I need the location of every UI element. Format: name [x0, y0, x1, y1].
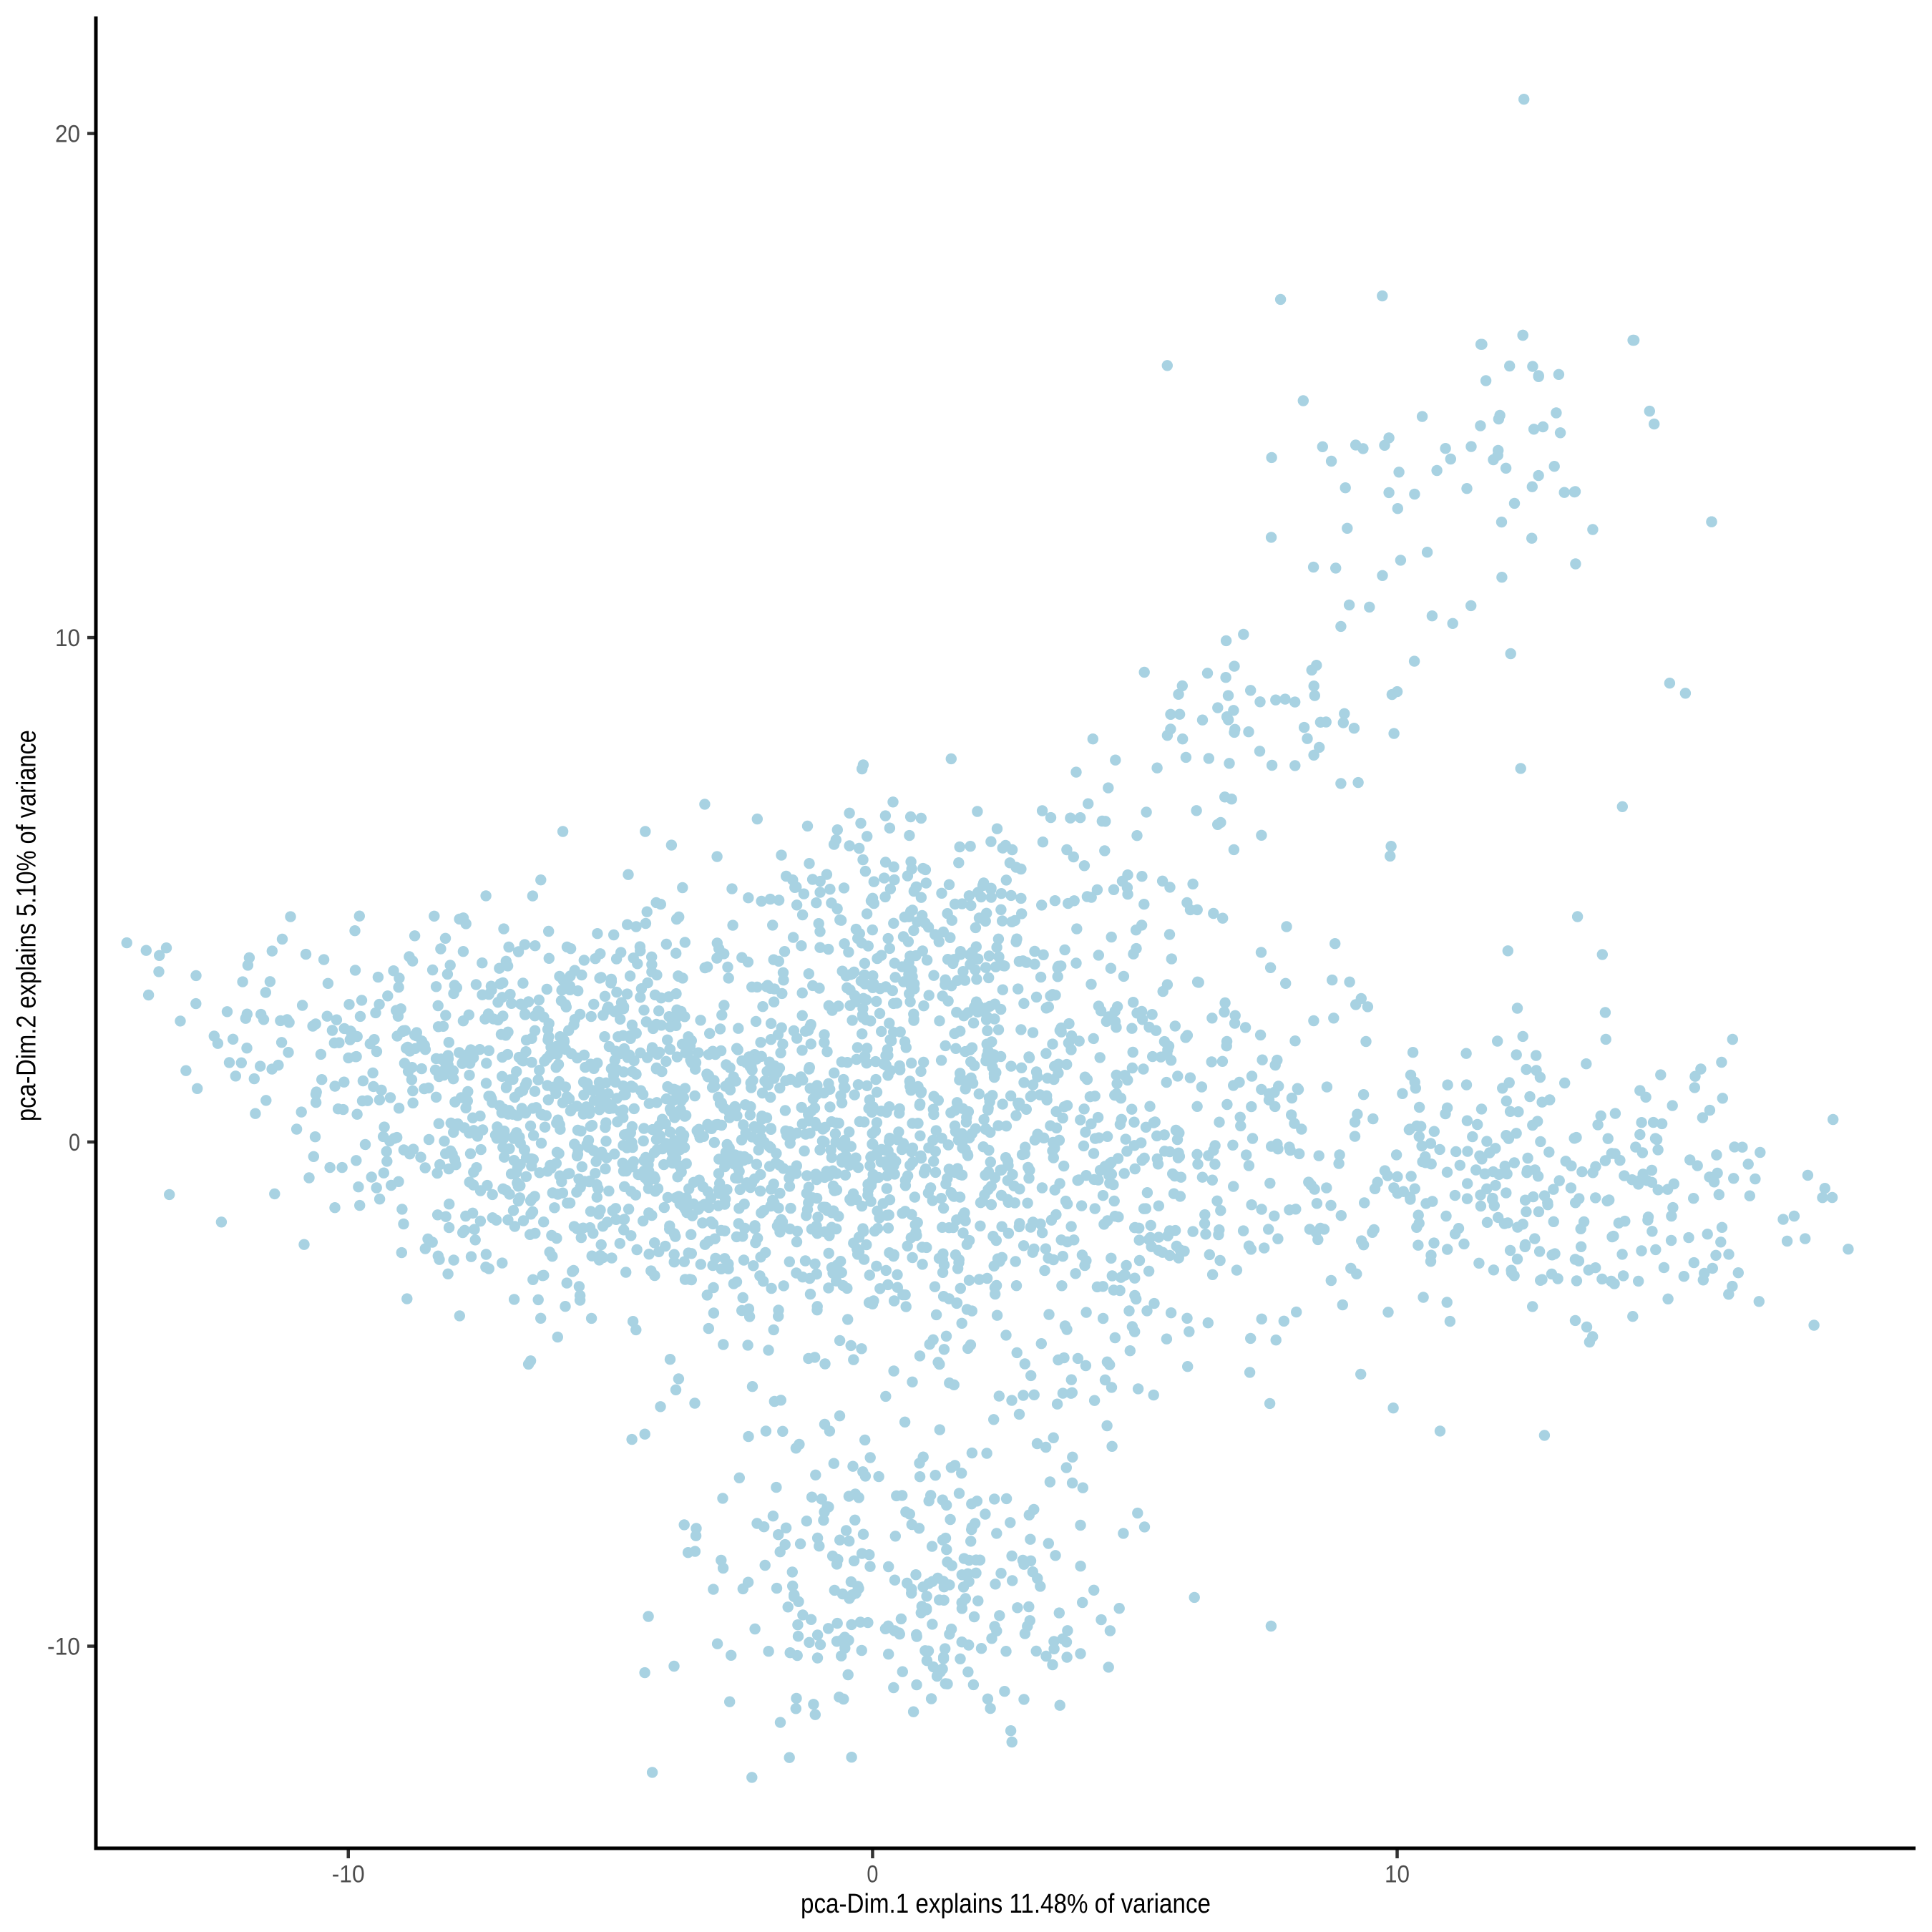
svg-text:10: 10	[55, 625, 80, 652]
svg-text:10: 10	[1385, 1861, 1410, 1888]
svg-text:pca-Dim.1 explains 11.48% of v: pca-Dim.1 explains 11.48% of variance	[801, 1889, 1211, 1919]
svg-text:20: 20	[55, 121, 80, 148]
svg-text:pca-Dim.2 explains 5.10% of va: pca-Dim.2 explains 5.10% of variance	[12, 730, 42, 1121]
svg-text:0: 0	[69, 1129, 80, 1156]
svg-text:-10: -10	[332, 1861, 365, 1888]
svg-text:-10: -10	[47, 1634, 80, 1661]
svg-text:0: 0	[867, 1861, 878, 1888]
